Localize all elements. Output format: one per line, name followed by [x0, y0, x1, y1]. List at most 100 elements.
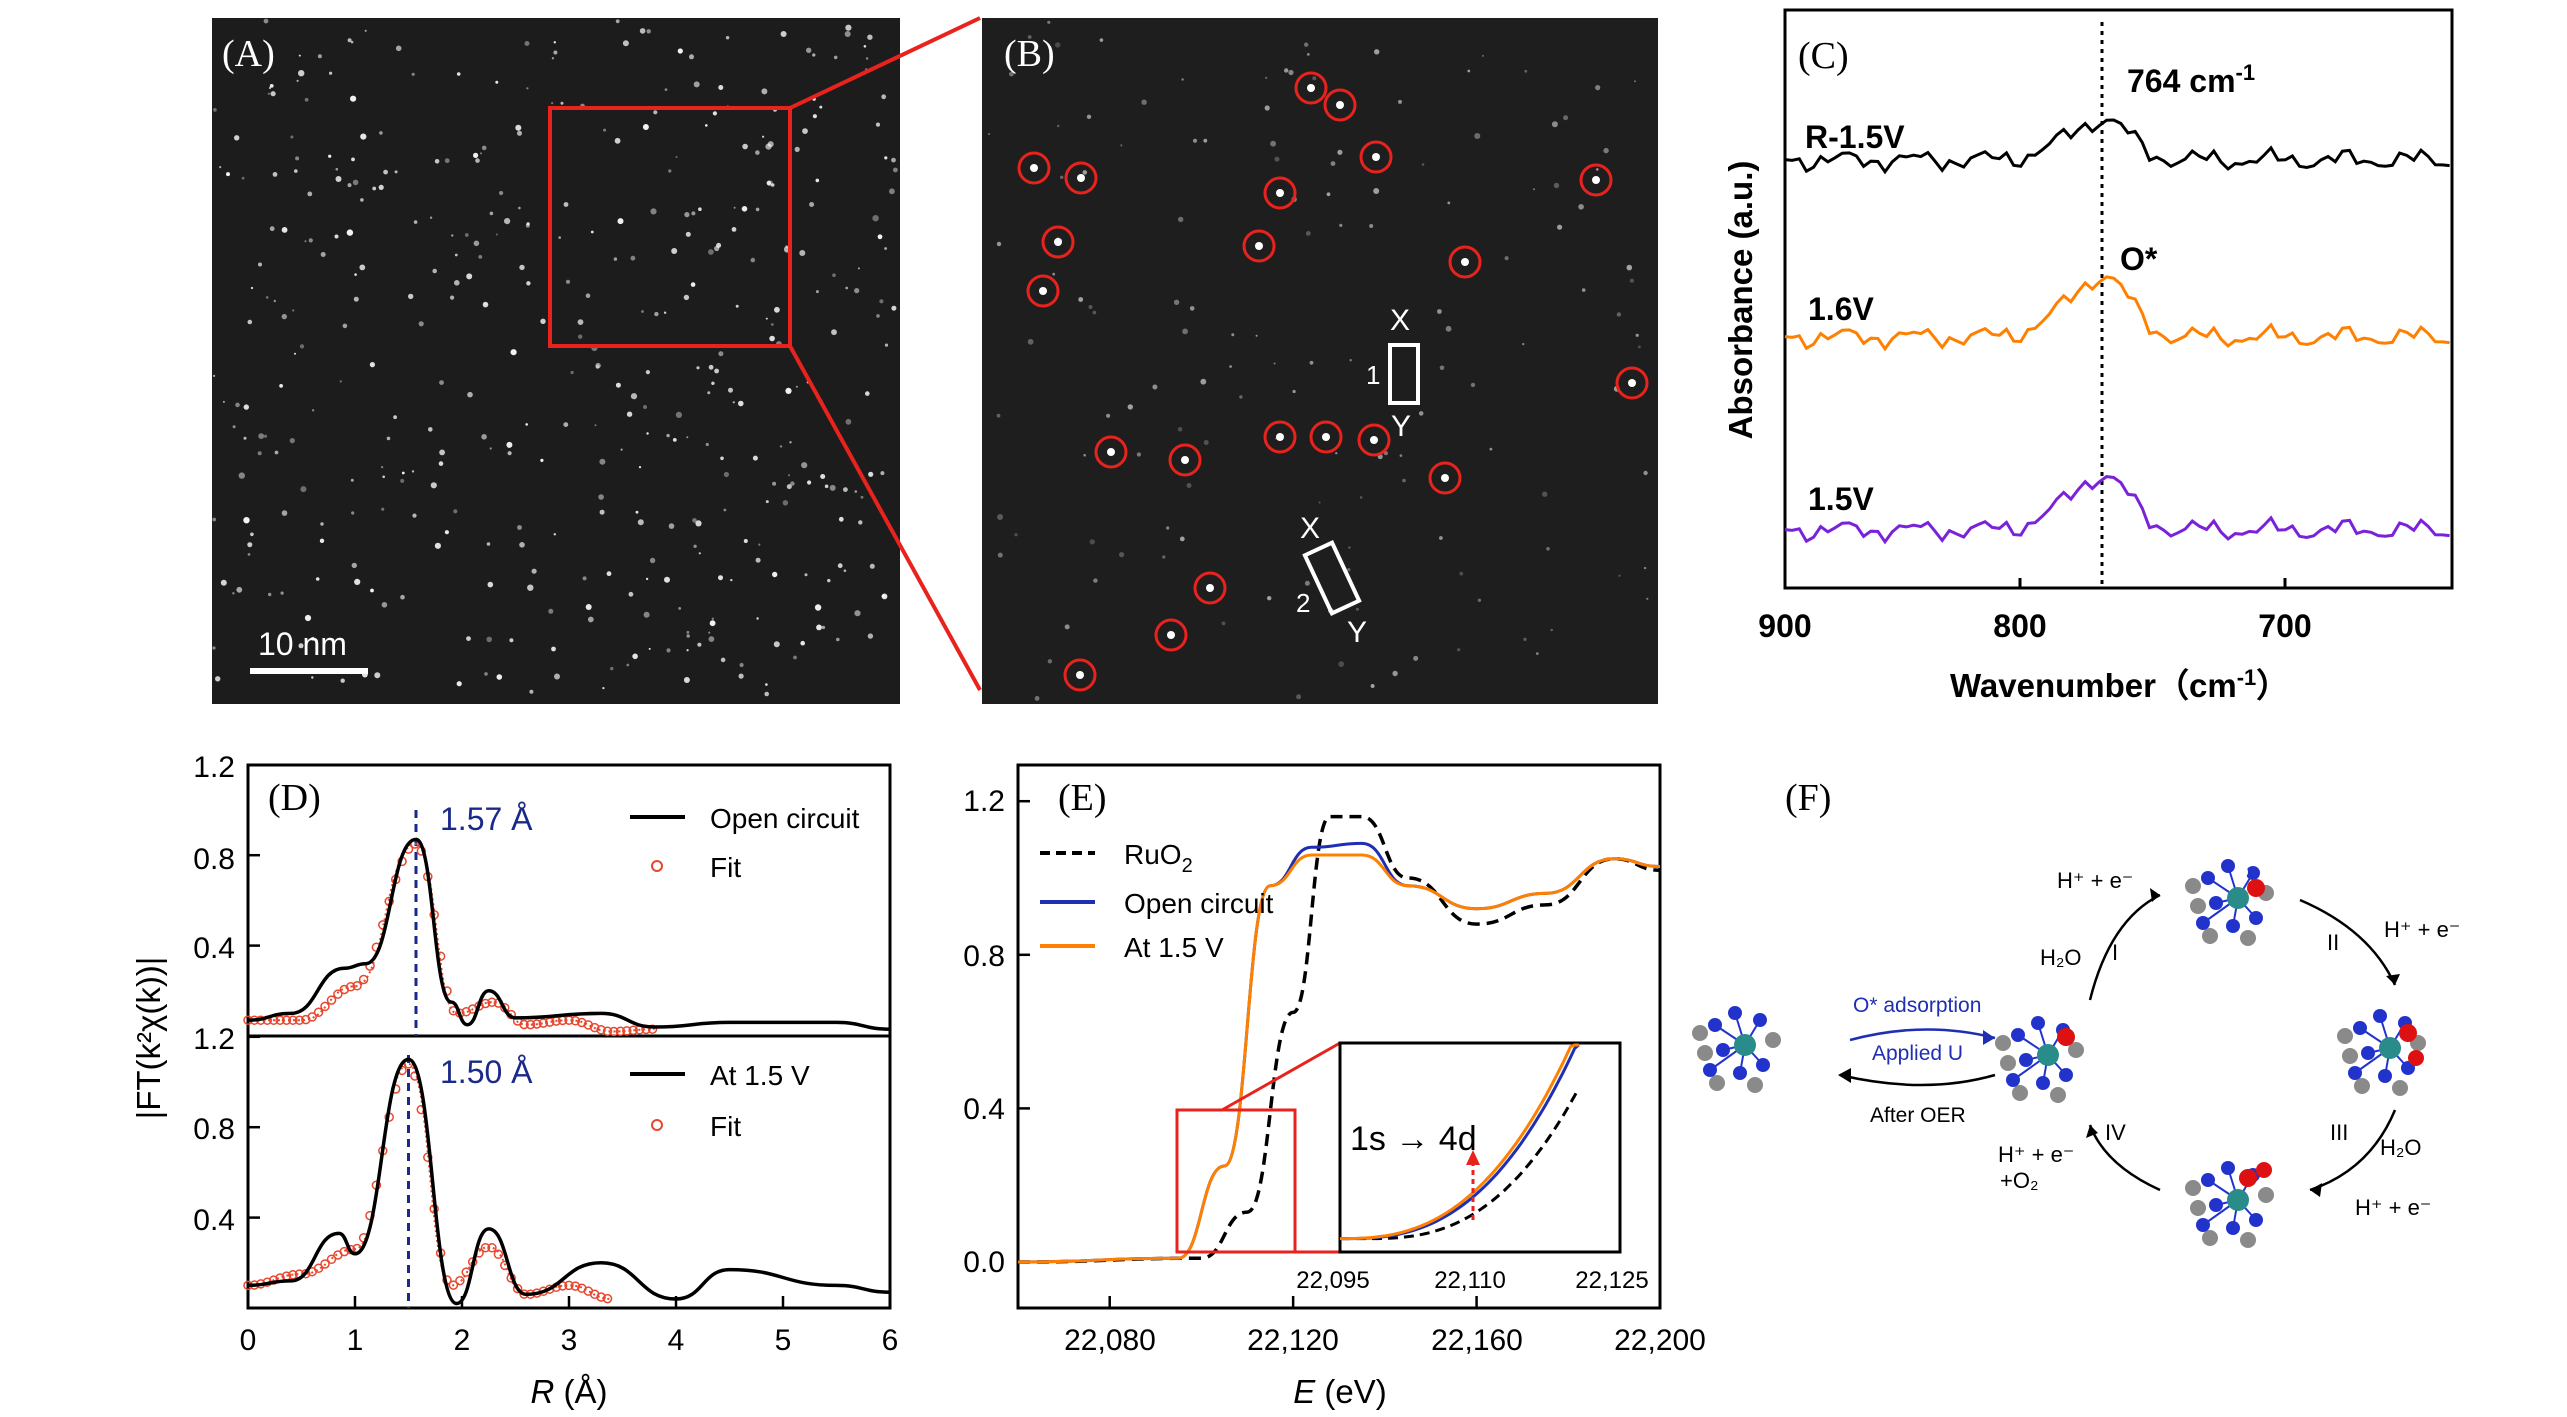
atom-dot — [637, 519, 644, 526]
atom-dot — [599, 458, 606, 465]
atom-dot — [742, 143, 748, 150]
n-atom — [2226, 919, 2240, 933]
atom-dot — [428, 427, 433, 432]
atom-dot — [1239, 395, 1243, 399]
fit-point — [345, 982, 356, 992]
atom-dot — [272, 172, 278, 177]
atom-dot — [875, 122, 881, 127]
atom-dot — [733, 206, 736, 209]
atom-dot — [643, 611, 650, 618]
atom-dot — [1152, 384, 1158, 390]
atom-dot — [755, 207, 760, 212]
atom-dot — [1421, 163, 1425, 166]
fit-point — [570, 1281, 581, 1291]
atom-dot — [418, 321, 424, 327]
atom-dot — [506, 441, 513, 448]
c-atom — [2392, 1080, 2408, 1096]
atom-dot — [487, 581, 494, 588]
atom-dot — [1439, 365, 1445, 371]
atom-dot — [1596, 168, 1599, 171]
atom-dot — [1178, 216, 1184, 223]
d-ytick-bottom-0-8: 0.8 — [193, 1113, 235, 1146]
f-arrow-III — [2309, 1109, 2397, 1192]
profile-1-start: X — [1390, 304, 1410, 337]
atom-dot — [489, 211, 494, 216]
atom-dot — [1014, 533, 1018, 537]
c-peak-label: 764 cm-1 — [2127, 60, 2255, 99]
atom-dot — [1399, 454, 1403, 457]
atom-dot — [298, 70, 305, 77]
fit-point — [448, 1280, 459, 1290]
atom-dot — [675, 156, 678, 158]
atom-dot — [342, 323, 348, 329]
atom-dot — [1077, 174, 1085, 182]
atom-dot — [728, 387, 733, 393]
atom-dot — [845, 286, 849, 290]
fit-point — [339, 1246, 350, 1257]
fit-point — [602, 1293, 613, 1304]
atom-dot — [281, 313, 287, 320]
c-atom — [2202, 1230, 2218, 1246]
c-atom — [2185, 1180, 2201, 1196]
e-xtick-22160: 22,160 — [1431, 1324, 1523, 1357]
panel-label-d: (D) — [268, 777, 321, 819]
f-structure-initial — [1692, 1006, 1781, 1093]
atom-dot — [692, 518, 697, 523]
atom-dot — [804, 573, 808, 577]
fit-point — [358, 974, 369, 985]
atom-dot — [294, 169, 298, 173]
atom-dot — [829, 484, 836, 491]
atom-dot — [723, 508, 727, 512]
atom-dot — [551, 57, 555, 60]
atom-dot — [646, 432, 649, 435]
atom-dot — [1459, 571, 1464, 576]
atom-dot — [1474, 133, 1481, 139]
fit-point — [538, 1018, 549, 1028]
atom-dot — [480, 152, 482, 155]
c-atom — [2185, 878, 2201, 894]
atom-dot — [400, 478, 405, 483]
f-label-adsorption: O* adsorption — [1853, 994, 1981, 1017]
atom-dot — [1136, 452, 1141, 457]
atom-dot — [854, 288, 860, 294]
n-atom — [2246, 866, 2260, 880]
atom-dot — [1374, 49, 1380, 55]
atom-dot — [1034, 696, 1040, 701]
atom-dot — [352, 179, 359, 186]
atom-dot — [219, 166, 222, 169]
atom-dot — [711, 617, 714, 620]
atom-dot — [1349, 359, 1352, 362]
atom-dot — [553, 533, 556, 536]
d-ytick-top-0-8: 0.8 — [193, 843, 235, 876]
n-atom — [2353, 1021, 2367, 1035]
c-series-r-1-5v — [1784, 118, 2450, 175]
atom-dot — [1086, 114, 1092, 120]
atom-dot — [1288, 69, 1294, 76]
atom-dot — [258, 433, 265, 439]
d-xtick-0: 0 — [240, 1324, 257, 1357]
atom-dot — [761, 88, 768, 95]
fit-point — [288, 1270, 298, 1280]
atom-dot — [554, 673, 560, 680]
atom-dot — [351, 157, 355, 162]
atom-dot — [880, 471, 885, 476]
atom-dot — [1635, 333, 1639, 337]
atom-dot — [1083, 453, 1086, 457]
atom-dot — [739, 662, 744, 668]
n-atom — [2196, 916, 2210, 930]
c-atom — [2050, 1087, 2066, 1103]
atom-dot — [311, 676, 314, 679]
fit-point — [275, 1015, 285, 1025]
atom-dot — [884, 343, 889, 347]
atom-dot — [241, 176, 245, 180]
atom-dot — [653, 110, 658, 115]
ru-atom — [2379, 1037, 2401, 1059]
stem-image-a — [212, 18, 900, 704]
c-atom — [2068, 1042, 2084, 1058]
atom-dot — [869, 563, 875, 569]
atom-dot — [1181, 456, 1189, 464]
atom-dot — [802, 128, 808, 135]
fit-point — [622, 1026, 632, 1036]
atom-dot — [1047, 20, 1051, 24]
atom-dot — [1470, 382, 1476, 388]
